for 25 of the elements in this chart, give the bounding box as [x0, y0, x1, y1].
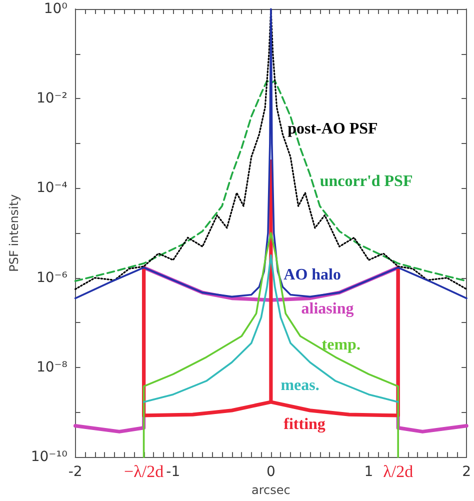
y-tick-label: 10⁻⁸: [36, 359, 68, 376]
y-tick-label: 10⁰: [44, 1, 68, 17]
x-tick-label: -1: [166, 464, 180, 480]
series-label: post-AO PSF: [288, 120, 378, 138]
line-series: [142, 254, 399, 403]
line-series: [142, 232, 399, 458]
annotation: λ/2d: [383, 462, 414, 482]
y-tick-label: 10⁻⁴: [36, 180, 68, 196]
y-axis-title: PSF intensity: [7, 194, 21, 272]
series-label: aliasing: [301, 300, 354, 318]
series-label: uncorr'd PSF: [320, 172, 413, 190]
y-tick-label: 10⁻²: [36, 90, 68, 107]
x-axis-title: arcsec: [252, 483, 290, 497]
series-label: fitting: [284, 416, 326, 434]
y-tick-label: 10⁻¹⁰: [30, 449, 68, 466]
line-series: [74, 80, 468, 282]
x-tick-label: -2: [68, 464, 82, 480]
x-tick-label: 0: [266, 464, 276, 480]
x-tick-label: 2: [462, 464, 472, 480]
series-label: meas.: [280, 377, 320, 394]
x-tick-label: 1: [364, 464, 374, 480]
series-label: AO halo: [284, 266, 341, 284]
series-label: temp.: [322, 336, 360, 354]
annotation: −λ/2d: [124, 462, 164, 482]
y-tick-label: 10⁻⁶: [36, 270, 68, 286]
